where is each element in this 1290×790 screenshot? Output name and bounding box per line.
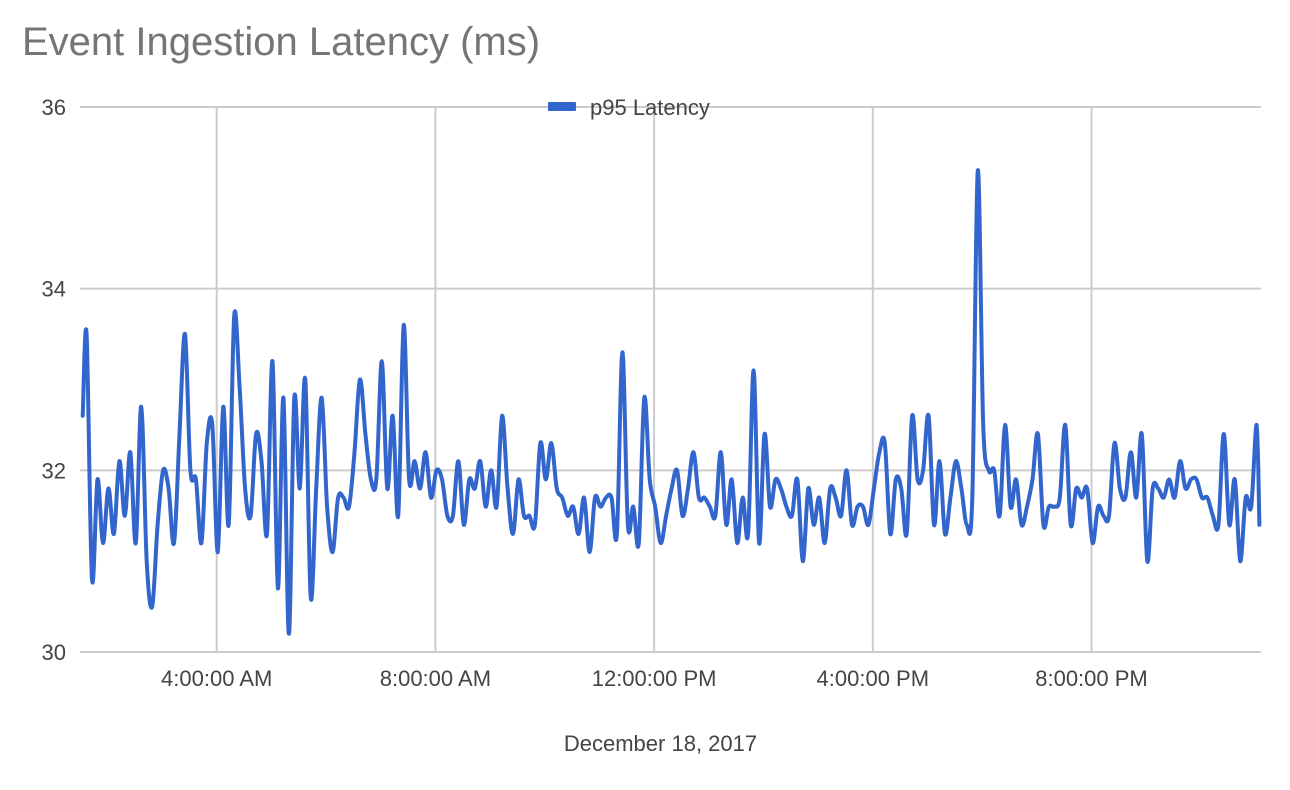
y-tick-label: 32 xyxy=(42,458,66,483)
series-line-p95-latency[interactable] xyxy=(80,168,1262,636)
y-tick-label: 34 xyxy=(42,277,66,302)
y-tick-label: 30 xyxy=(42,640,66,665)
x-tick-label: 4:00:00 PM xyxy=(817,666,930,691)
x-tick-label: 12:00:00 PM xyxy=(592,666,717,691)
legend[interactable]: p95 Latency xyxy=(548,95,710,120)
x-tick-label: 8:00:00 PM xyxy=(1035,666,1148,691)
legend-swatch xyxy=(548,102,576,111)
series-layer xyxy=(80,168,1262,636)
x-tick-label: 8:00:00 AM xyxy=(380,666,491,691)
grid-layer xyxy=(80,106,1261,653)
x-tick-label: 4:00:00 AM xyxy=(161,666,272,691)
x-axis-title: December 18, 2017 xyxy=(564,731,757,756)
legend-label-p95-latency: p95 Latency xyxy=(590,95,710,120)
y-axis-labels: 30 32 34 36 xyxy=(42,95,66,665)
y-tick-label: 36 xyxy=(42,95,66,120)
chart-title: Event Ingestion Latency (ms) xyxy=(22,20,541,64)
x-axis-labels: 4:00:00 AM 8:00:00 AM 12:00:00 PM 4:00:00 P… xyxy=(161,666,1148,691)
